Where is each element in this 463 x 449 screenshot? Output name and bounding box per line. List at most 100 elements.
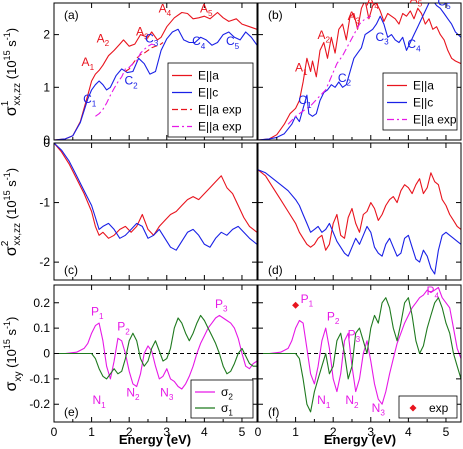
panel-label: (e) — [64, 405, 79, 419]
x-tick-label: 4 — [201, 425, 208, 439]
y-tick-label: 2 — [43, 28, 50, 42]
y-tick-label: 1 — [43, 80, 50, 94]
legend-label: E||a exp — [198, 120, 242, 134]
legend: E||a E||c E||a exp E||a exp — [167, 62, 254, 138]
y-tick-label: 0 — [43, 347, 50, 361]
x-tick-label: 5 — [239, 425, 246, 439]
legend-box — [190, 379, 254, 419]
peak-label: N2 — [345, 393, 359, 410]
peak-label: A5 — [200, 1, 213, 18]
series-line-b-0 — [258, 3, 461, 140]
peak-label: N3 — [160, 386, 174, 403]
legend-label: σ2 — [221, 385, 233, 402]
y-tick-label: 0 — [43, 136, 50, 150]
legend-label: E||c — [198, 86, 218, 100]
x-tick-label: 2 — [126, 425, 133, 439]
legend-label: E||a exp — [198, 103, 242, 117]
peak-label: N3 — [372, 401, 386, 418]
y-tick-label: -0.2 — [29, 397, 50, 411]
peak-label: N1 — [93, 393, 107, 410]
legend-label: exp — [429, 401, 449, 415]
peak-label: P4 — [427, 284, 440, 301]
peak-label: C2 — [338, 71, 352, 88]
legend-label: σ1 — [221, 401, 233, 418]
panel-label: (b) — [268, 8, 283, 22]
svg-text:σ1xx,zz (1015 s-1): σ1xx,zz (1015 s-1) — [0, 28, 23, 116]
y-axis-label: σxy (1015 s-1) — [2, 317, 24, 392]
plot-frame — [257, 2, 462, 141]
peak-label: C4 — [407, 37, 421, 54]
peak-label: N2 — [126, 386, 140, 403]
peak-label: C1 — [83, 92, 97, 109]
legend-label: E||a exp — [413, 113, 457, 127]
x-tick-label: 0 — [255, 425, 262, 439]
series-line-b-2 — [287, 15, 372, 125]
x-tick-label: 3 — [163, 425, 170, 439]
peak-label: P2 — [117, 320, 130, 337]
y-tick-label: -1 — [39, 196, 50, 210]
peak-label: C5 — [226, 34, 240, 51]
series-line-a-1 — [54, 28, 257, 140]
y-axis-label: σ2xx,zz (1015 s-1) — [0, 168, 23, 256]
peak-label: N1 — [317, 393, 331, 410]
y-tick-label: 0.2 — [33, 296, 50, 310]
peak-label: P3 — [348, 327, 361, 344]
legend-label: E||c — [413, 96, 433, 110]
peak-label: A3 — [348, 9, 361, 26]
peak-label: C4 — [192, 34, 206, 51]
peak-label: P1 — [301, 292, 314, 309]
peak-label: C2 — [124, 74, 138, 91]
panel-f: 0 1 2 3 4 5 (f) P1 P2 P3 P4 N1 N2 N3 exp — [255, 284, 462, 439]
series-line-b-1 — [258, 3, 461, 140]
x-tick-label: 4 — [405, 425, 412, 439]
series-line-f-0 — [258, 286, 461, 405]
plot-frame — [53, 2, 258, 141]
series-line-c-1 — [54, 143, 257, 251]
legend: exp — [398, 395, 458, 419]
panel-label: (a) — [64, 8, 79, 22]
panel-b: (b) A1 A2 A3 A4 A5 C1 C2 C3 C4 C5 E||a E||c E||a exp — [257, 0, 462, 141]
peak-label: A3 — [136, 25, 149, 42]
y-tick-label: 0 — [43, 133, 50, 147]
y-axis-label: σ1xx,zz (1015 s-1) — [0, 28, 23, 116]
x-tick-label: 1 — [292, 425, 299, 439]
panel-label: (f) — [268, 405, 279, 419]
legend-box — [398, 395, 458, 419]
legend-swatch — [409, 404, 417, 412]
panel-c: -2 -1 0 (c) — [39, 136, 258, 281]
peak-label: A1 — [82, 55, 95, 72]
peak-label: C5 — [437, 0, 451, 11]
series-line-d-1 — [258, 169, 461, 275]
x-axis-label: Energy (eV) — [324, 432, 396, 447]
peak-label: P2 — [327, 310, 340, 327]
panel-d: (d) — [257, 142, 462, 281]
series-line-a-3 — [95, 43, 156, 117]
x-tick-label: 2 — [330, 425, 337, 439]
svg-text:σ2xx,zz (1015 s-1): σ2xx,zz (1015 s-1) — [0, 168, 23, 256]
series-line-e-0 — [54, 314, 257, 390]
x-tick-label: 0 — [51, 425, 58, 439]
y-tick-label: 0.1 — [33, 321, 50, 335]
legend-label: E||a — [413, 79, 434, 93]
legend: E||a E||c E||a exp — [382, 72, 458, 131]
peak-label: P1 — [91, 304, 104, 321]
x-tick-label: 1 — [88, 425, 95, 439]
series-line-d-0 — [258, 169, 461, 251]
legend-box — [382, 72, 458, 131]
series-line-e-1 — [54, 314, 257, 380]
peak-label: C3 — [145, 32, 159, 49]
peak-label: C1 — [298, 93, 312, 110]
y-tick-label: -0.1 — [29, 372, 50, 386]
series-line-c-0 — [54, 143, 257, 239]
x-axis-label: Energy (eV) — [119, 432, 191, 447]
row-y-labels: σ1xx,zz (1015 s-1) σ2xx,zz (1015 s-1) σxy … — [0, 28, 24, 391]
peak-label: C3 — [375, 30, 389, 47]
exp-marker — [292, 301, 300, 309]
peak-label: A2 — [97, 32, 110, 49]
peak-label: A1 — [295, 61, 308, 78]
panel-label: (c) — [64, 263, 78, 277]
